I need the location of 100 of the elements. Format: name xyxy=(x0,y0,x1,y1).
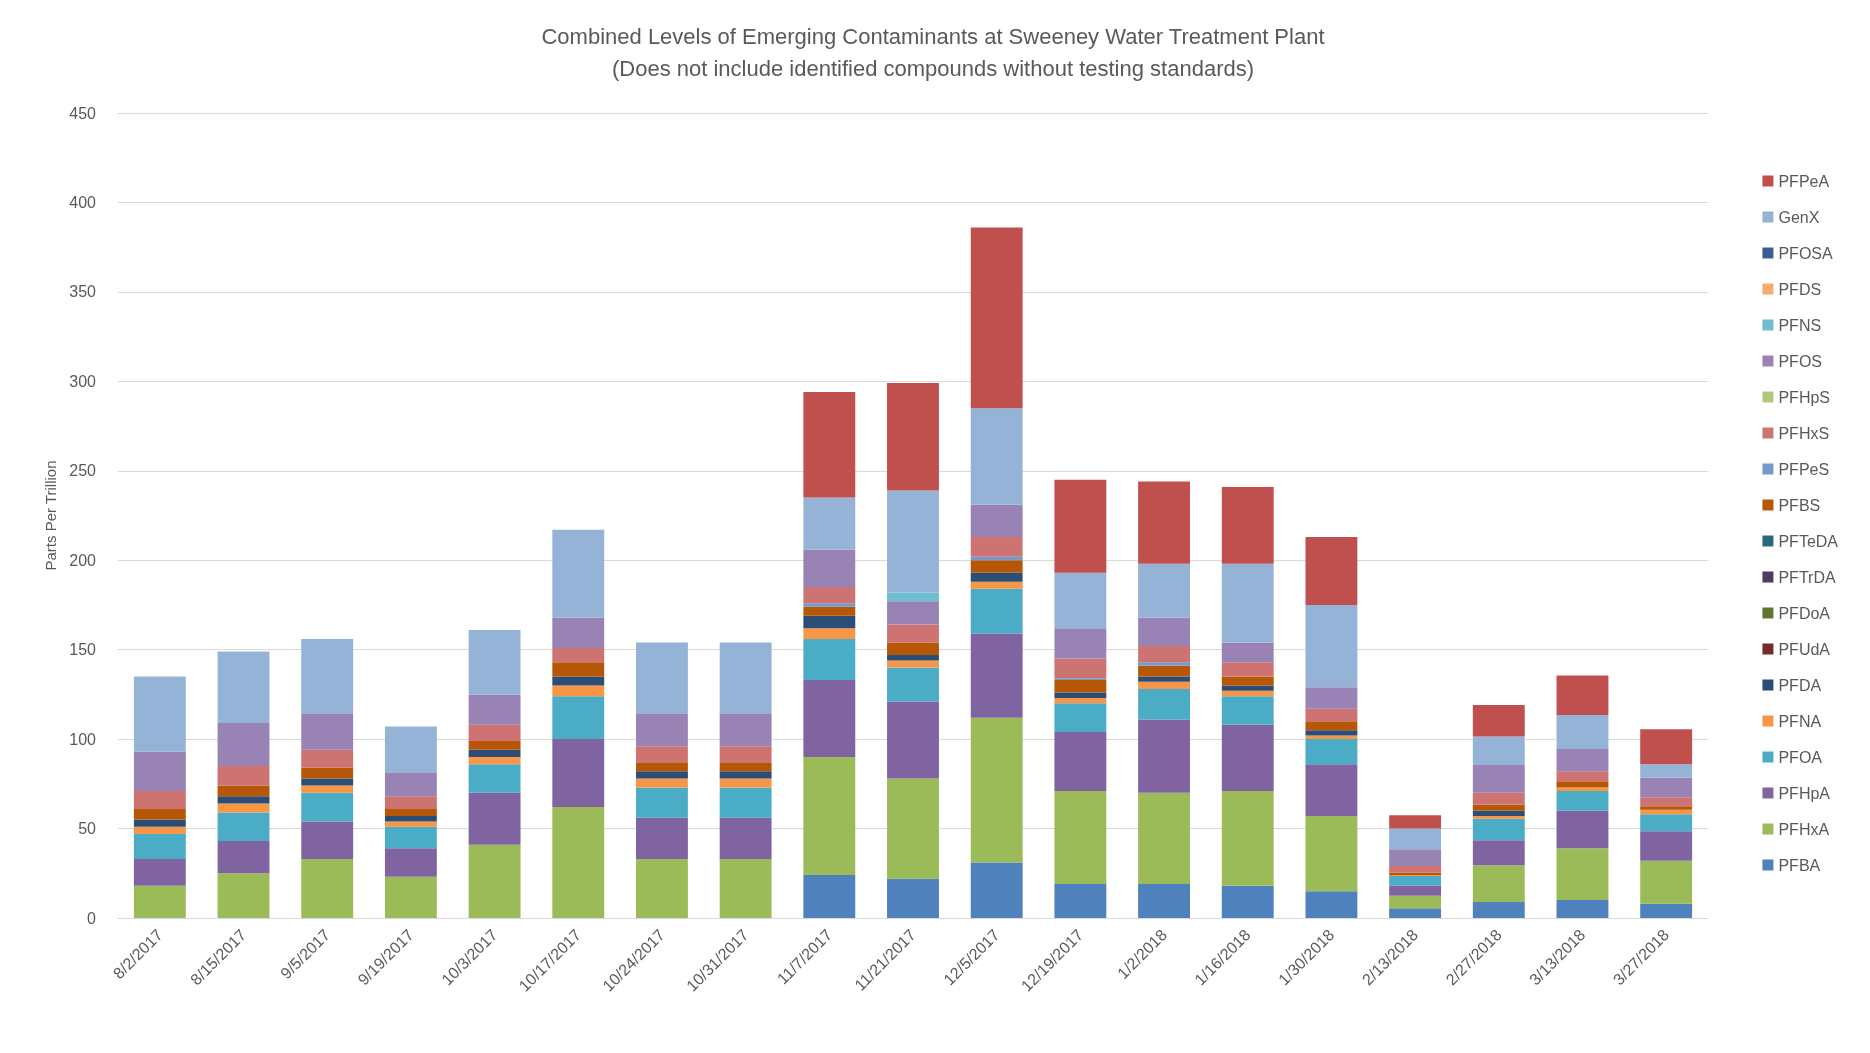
bar xyxy=(1472,705,1525,737)
bar xyxy=(1305,816,1358,892)
bar xyxy=(803,606,856,616)
bar xyxy=(970,536,1023,557)
bar xyxy=(1556,781,1609,788)
bar xyxy=(217,873,270,918)
bar xyxy=(803,549,856,588)
bar xyxy=(301,792,354,822)
bar xyxy=(887,592,939,602)
bar xyxy=(1389,875,1442,886)
bar xyxy=(970,504,1023,537)
bar xyxy=(217,796,270,804)
bar xyxy=(1556,790,1609,811)
bar xyxy=(1389,895,1442,909)
bar xyxy=(887,624,939,643)
bar xyxy=(133,751,186,791)
legend-label: PFUdA xyxy=(1778,640,1831,658)
bar xyxy=(970,717,1023,863)
bar xyxy=(1054,692,1107,698)
legend-label: PFOS xyxy=(1778,352,1822,370)
bar xyxy=(1054,628,1107,659)
bar xyxy=(719,817,772,859)
bar xyxy=(1389,885,1442,896)
bar xyxy=(887,490,939,593)
bar xyxy=(1221,685,1274,691)
legend-label: PFOSA xyxy=(1778,244,1833,262)
bar xyxy=(970,633,1023,718)
bar xyxy=(301,714,354,750)
y-tick-label: 400 xyxy=(69,193,97,211)
bar xyxy=(552,676,605,686)
legend-label: PFDoA xyxy=(1778,604,1831,622)
bar xyxy=(1472,901,1525,918)
bar xyxy=(301,749,354,768)
bar xyxy=(636,778,688,788)
chart-subtitle: (Does not include identified compounds without testing standards) xyxy=(611,55,1255,81)
bar xyxy=(217,785,270,797)
bar xyxy=(1556,810,1609,849)
bar xyxy=(1305,536,1358,605)
bar xyxy=(1389,908,1442,918)
bar xyxy=(217,765,270,786)
bar xyxy=(1305,730,1358,736)
bar xyxy=(1640,831,1693,861)
bar xyxy=(217,651,270,724)
bar xyxy=(133,790,186,809)
bar xyxy=(887,642,939,656)
legend-label: PFDA xyxy=(1778,676,1822,694)
bar xyxy=(1472,804,1525,811)
bar xyxy=(970,862,1023,918)
bar xyxy=(1472,840,1525,866)
bar xyxy=(552,696,605,740)
bar xyxy=(1640,729,1693,765)
bar xyxy=(636,771,688,779)
bar xyxy=(1138,689,1190,720)
bar xyxy=(1305,687,1358,709)
bar xyxy=(1556,787,1609,791)
bar xyxy=(468,629,521,695)
bar xyxy=(1221,662,1274,677)
bar xyxy=(636,858,688,918)
bar xyxy=(384,726,437,774)
bar xyxy=(384,773,437,797)
bar xyxy=(719,762,772,772)
bar xyxy=(1221,676,1274,686)
bar xyxy=(1640,860,1693,904)
y-tick-label: 250 xyxy=(69,462,97,480)
bar xyxy=(301,785,354,793)
bar xyxy=(1640,777,1693,798)
bar xyxy=(1389,815,1442,829)
chart-title: Combined Levels of Emerging Contaminants at Sweeney Water Treatment Plant xyxy=(541,23,1325,49)
bar xyxy=(1221,642,1274,663)
bar xyxy=(887,383,939,491)
bar xyxy=(803,497,856,550)
y-tick-label: 100 xyxy=(69,730,97,748)
legend-label: PFHpA xyxy=(1778,784,1831,802)
bar xyxy=(1472,816,1525,819)
legend-label: PFPeS xyxy=(1778,460,1830,478)
bar xyxy=(133,833,186,859)
bar xyxy=(719,714,772,747)
bar xyxy=(468,694,521,725)
bar xyxy=(1640,797,1693,807)
bar xyxy=(1472,810,1525,817)
bar xyxy=(636,714,688,747)
bar xyxy=(1138,792,1190,885)
bar xyxy=(1472,736,1525,766)
bar xyxy=(1054,703,1107,732)
bar xyxy=(1054,884,1107,918)
bar xyxy=(970,560,1023,573)
bar xyxy=(803,628,856,639)
bar xyxy=(1054,680,1107,693)
bar xyxy=(217,812,270,842)
bar xyxy=(1305,721,1358,731)
bar xyxy=(803,680,856,757)
legend-label: GenX xyxy=(1778,208,1820,226)
bar xyxy=(1221,690,1274,697)
bar xyxy=(1221,563,1274,643)
bar xyxy=(301,821,354,859)
bar xyxy=(552,739,605,808)
bar xyxy=(636,642,688,715)
bar xyxy=(1305,764,1358,817)
bar xyxy=(552,685,605,697)
bar xyxy=(552,807,605,918)
